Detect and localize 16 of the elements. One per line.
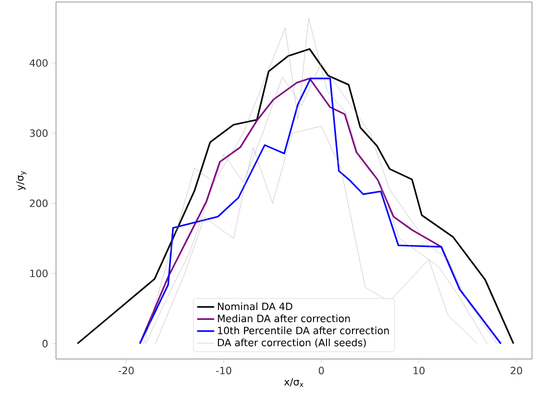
- legend-label: Nominal DA 4D: [218, 302, 292, 310]
- y-tick-label: 0: [42, 340, 48, 348]
- x-tick-label: -20: [118, 366, 134, 374]
- legend-label: 10th Percentile DA after correction: [218, 326, 389, 334]
- y-axis-title: y/σ$_{y}$: [16, 171, 26, 190]
- x-tick-label: 10: [414, 366, 425, 374]
- y-tick-label: 400: [30, 59, 48, 67]
- y-tick-label: 100: [30, 270, 48, 278]
- x-tick-label: 0: [318, 366, 324, 374]
- x-axis-title: x/σ$_{x}$: [284, 378, 304, 387]
- legend-label: DA after correction (All seeds): [218, 338, 366, 348]
- y-tick-label: 300: [30, 129, 48, 137]
- x-tick-label: 20: [510, 366, 522, 374]
- y-tick-label: 200: [30, 200, 48, 208]
- legend-label: Median DA after correction: [218, 314, 350, 322]
- x-tick-label: -10: [216, 366, 232, 374]
